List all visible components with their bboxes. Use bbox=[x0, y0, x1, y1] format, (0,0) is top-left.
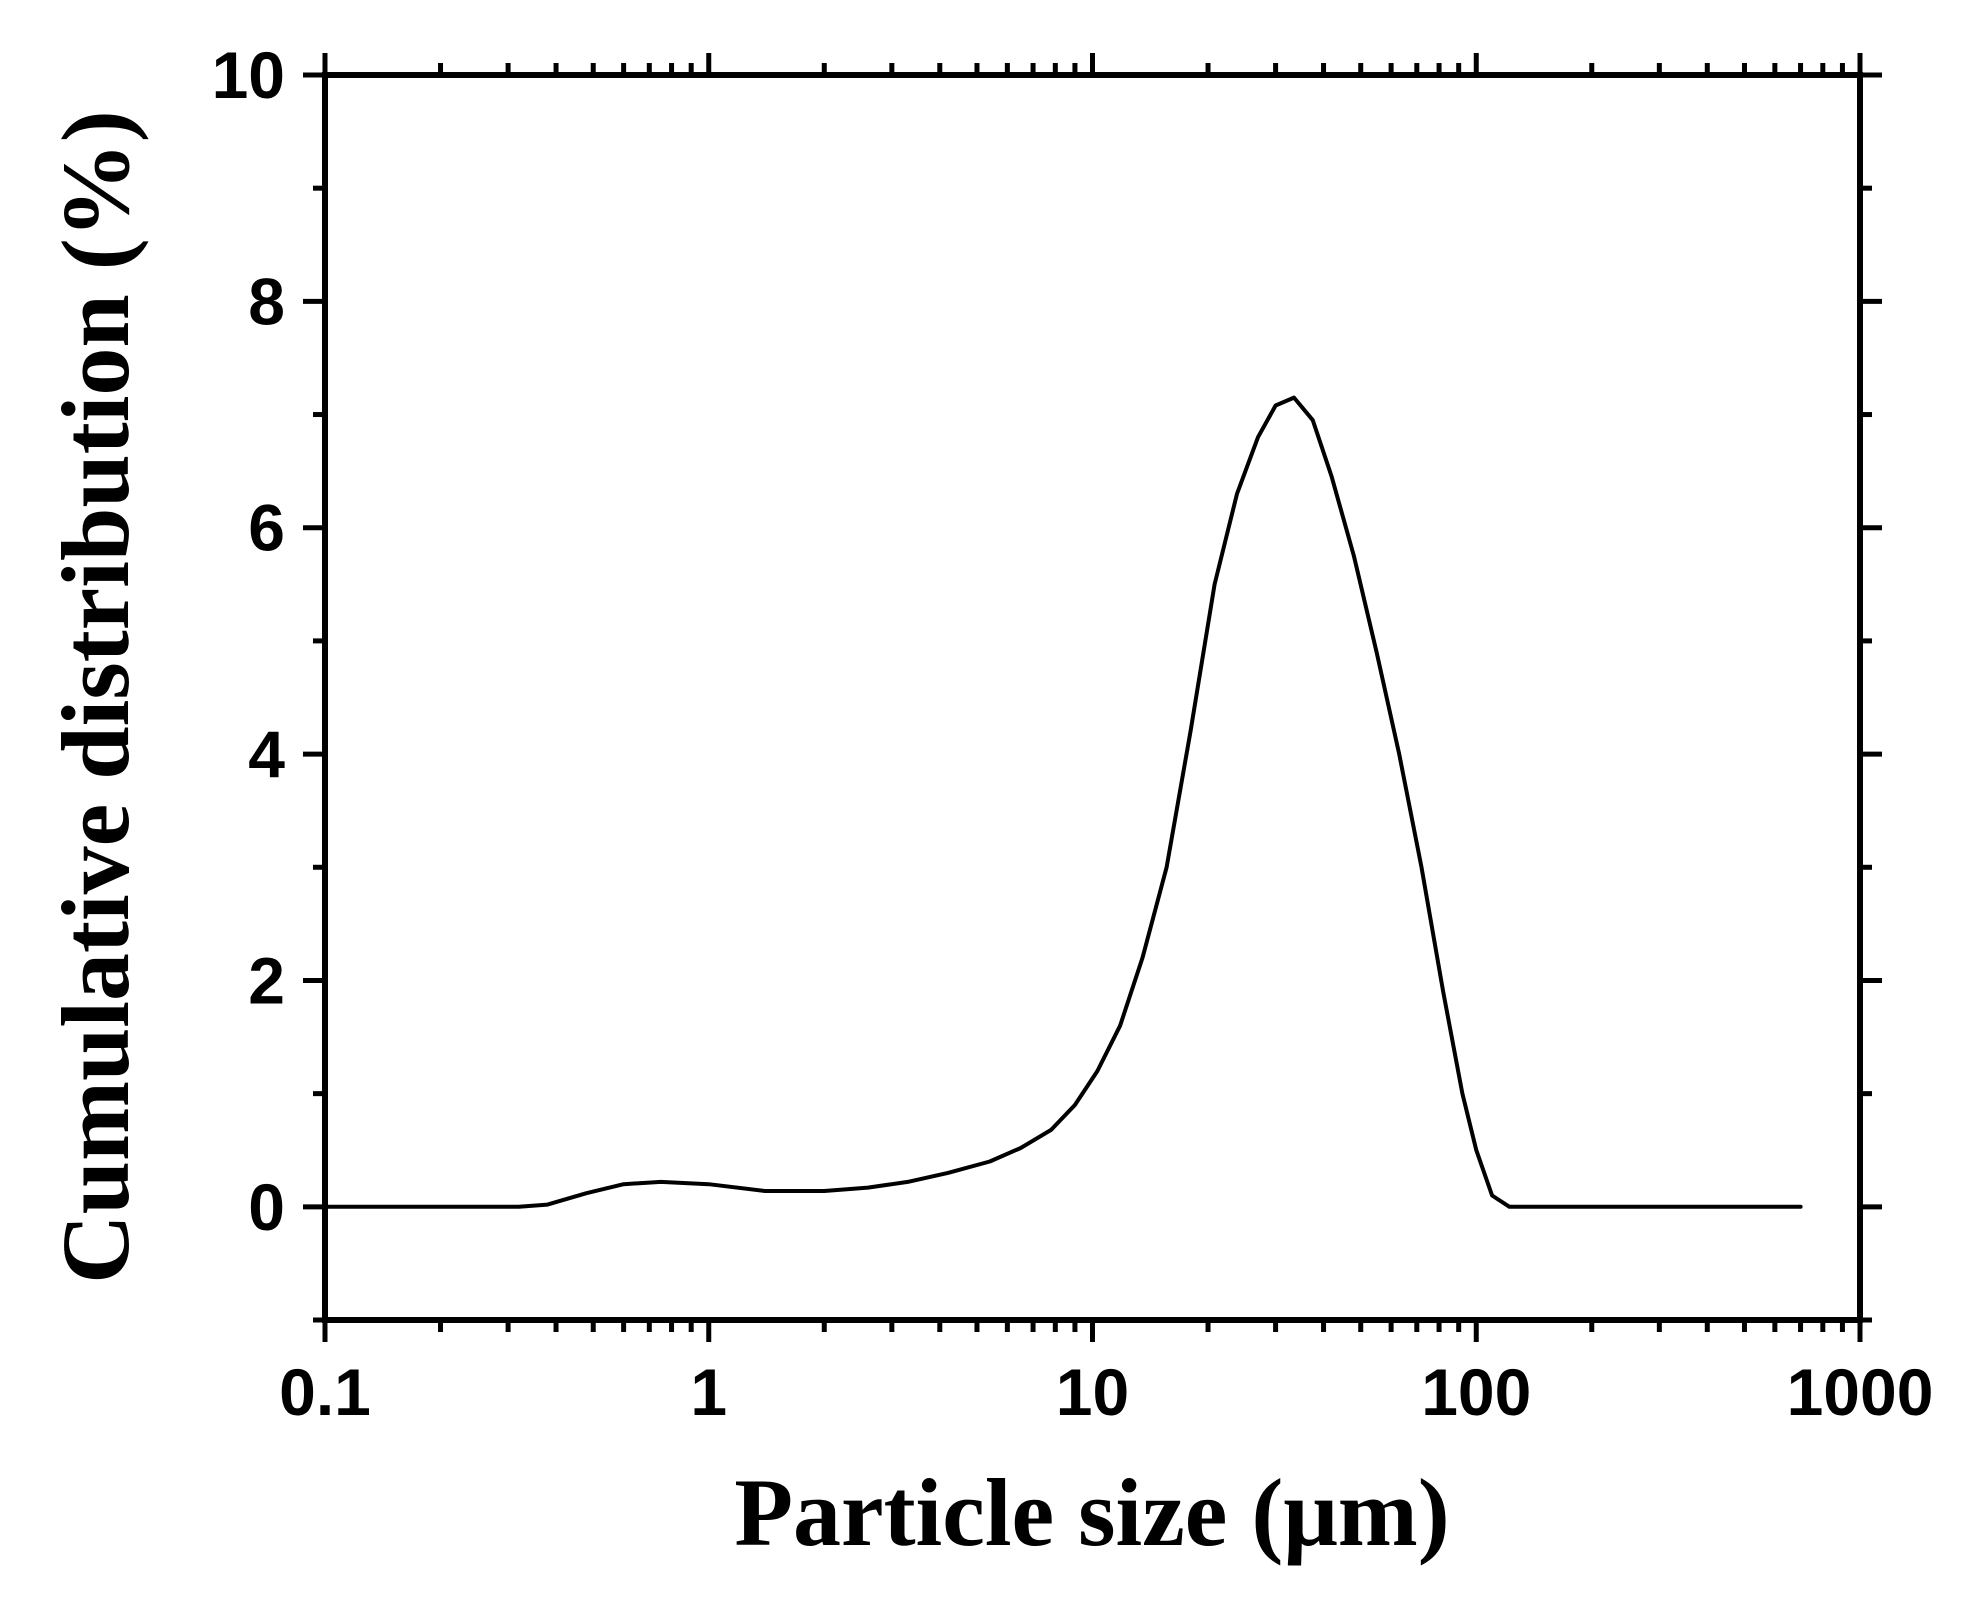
x-axis-title: Particle size (μm) bbox=[734, 1459, 1449, 1566]
ticks bbox=[303, 53, 1882, 1342]
x-tick-label: 1 bbox=[690, 1355, 727, 1429]
series-line bbox=[323, 395, 1803, 1209]
y-tick-label: 4 bbox=[248, 717, 285, 791]
x-tick-label: 100 bbox=[1421, 1355, 1531, 1429]
x-tick-label: 0.1 bbox=[279, 1355, 371, 1429]
tick-labels: 0.1 1 10 100 1000 0 2 4 6 8 10 bbox=[212, 38, 1934, 1429]
y-tick-label: 8 bbox=[248, 264, 285, 338]
series bbox=[323, 395, 1803, 1209]
axes bbox=[322, 72, 1863, 1323]
y-axis-title: Cumulative distribution (%) bbox=[42, 110, 149, 1283]
y-tick-label: 2 bbox=[248, 943, 285, 1017]
x-tick-label: 1000 bbox=[1787, 1355, 1934, 1429]
y-tick-label: 0 bbox=[248, 1170, 285, 1244]
plot-frame bbox=[322, 72, 1863, 1323]
y-tick-label: 6 bbox=[248, 491, 285, 565]
y-tick-label: 10 bbox=[212, 38, 285, 112]
x-tick-label: 10 bbox=[1056, 1355, 1129, 1429]
